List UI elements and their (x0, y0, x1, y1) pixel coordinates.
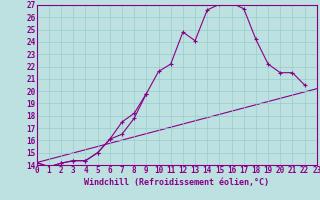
X-axis label: Windchill (Refroidissement éolien,°C): Windchill (Refroidissement éolien,°C) (84, 178, 269, 187)
